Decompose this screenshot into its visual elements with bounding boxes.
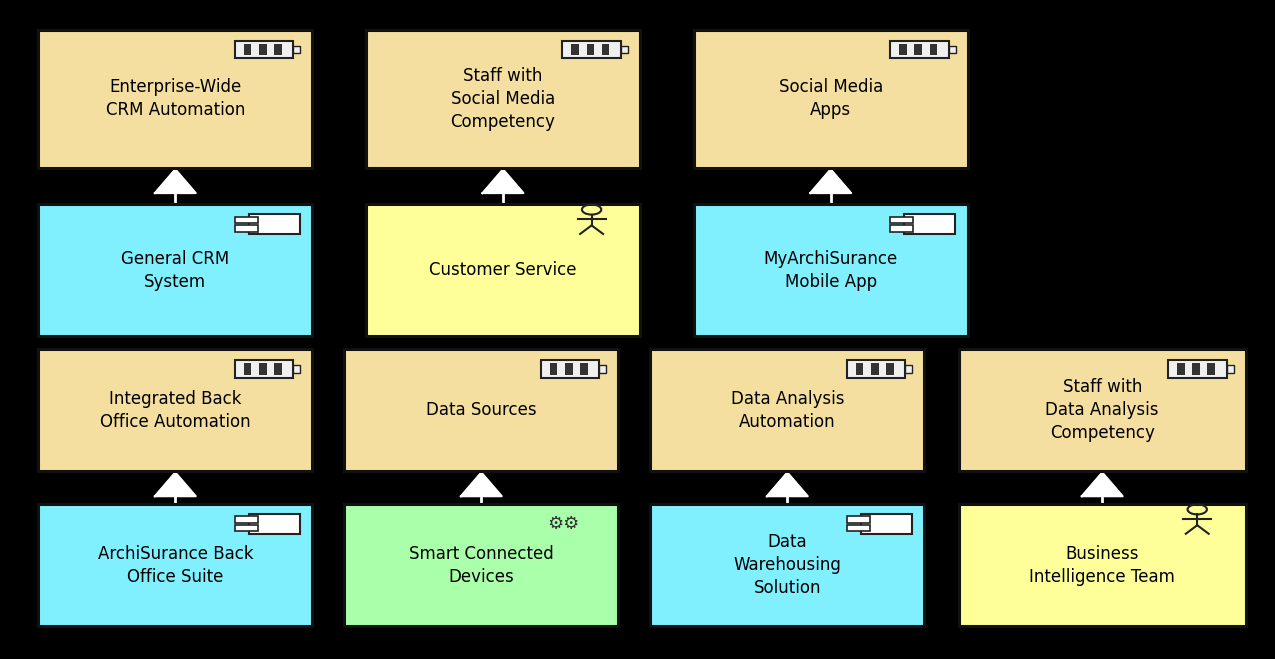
Bar (235, 517, 258, 523)
Text: Integrated Back
Office Automation: Integrated Back Office Automation (99, 389, 251, 431)
Polygon shape (156, 473, 196, 496)
Bar (1168, 360, 1227, 378)
Bar (235, 360, 293, 378)
Bar (293, 45, 301, 53)
Polygon shape (768, 473, 808, 496)
Bar (274, 364, 282, 374)
Bar (959, 504, 1246, 626)
Bar (562, 41, 621, 58)
Bar (890, 225, 913, 231)
Bar (244, 364, 251, 374)
Bar (621, 45, 629, 53)
Bar (890, 41, 949, 58)
Bar (565, 364, 572, 374)
Bar (249, 214, 300, 234)
Bar (949, 45, 956, 53)
Bar (847, 517, 870, 523)
Bar (244, 44, 251, 55)
Bar (274, 44, 282, 55)
Bar (293, 365, 301, 373)
Bar (871, 364, 878, 374)
Text: General CRM
System: General CRM System (121, 250, 230, 291)
Bar (694, 204, 968, 336)
Bar (899, 44, 907, 55)
Polygon shape (482, 169, 523, 193)
Bar (1227, 365, 1234, 373)
Text: Data Sources: Data Sources (426, 401, 537, 419)
Text: Smart Connected
Devices: Smart Connected Devices (409, 544, 553, 586)
Polygon shape (460, 473, 502, 496)
Bar (586, 44, 594, 55)
Bar (650, 504, 924, 626)
Text: Business
Intelligence Team: Business Intelligence Team (1029, 544, 1176, 586)
Bar (650, 349, 924, 471)
Bar (366, 30, 640, 168)
Bar (541, 360, 599, 378)
Bar (550, 364, 557, 374)
Bar (599, 365, 607, 373)
Bar (571, 44, 579, 55)
Bar (886, 364, 894, 374)
Polygon shape (1081, 473, 1122, 496)
Bar (847, 525, 870, 531)
Bar (366, 204, 640, 336)
Bar (914, 44, 922, 55)
Bar (38, 349, 312, 471)
Bar (235, 525, 258, 531)
Bar (847, 360, 905, 378)
Bar (1207, 364, 1215, 374)
Bar (929, 44, 937, 55)
Text: Customer Service: Customer Service (430, 261, 576, 279)
Bar (344, 349, 618, 471)
Text: Staff with
Social Media
Competency: Staff with Social Media Competency (450, 67, 556, 130)
Bar (904, 214, 955, 234)
Bar (344, 504, 618, 626)
Bar (249, 514, 300, 534)
Bar (259, 44, 266, 55)
Bar (856, 364, 863, 374)
Bar (905, 365, 913, 373)
Bar (38, 204, 312, 336)
Bar (235, 41, 293, 58)
Text: Staff with
Data Analysis
Competency: Staff with Data Analysis Competency (1046, 378, 1159, 442)
Text: Enterprise-Wide
CRM Automation: Enterprise-Wide CRM Automation (106, 78, 245, 119)
Text: ⚙⚙: ⚙⚙ (547, 515, 580, 533)
Text: MyArchiSurance
Mobile App: MyArchiSurance Mobile App (764, 250, 898, 291)
Text: ArchiSurance Back
Office Suite: ArchiSurance Back Office Suite (97, 544, 254, 586)
Polygon shape (811, 169, 852, 193)
Text: Data
Warehousing
Solution: Data Warehousing Solution (733, 533, 842, 597)
Bar (1177, 364, 1184, 374)
Bar (580, 364, 588, 374)
Bar (861, 514, 912, 534)
Bar (959, 349, 1246, 471)
Bar (235, 225, 258, 231)
Bar (38, 30, 312, 168)
Bar (694, 30, 968, 168)
Bar (235, 217, 258, 223)
Bar (259, 364, 266, 374)
Bar (1192, 364, 1200, 374)
Text: Data Analysis
Automation: Data Analysis Automation (731, 389, 844, 431)
Text: Social Media
Apps: Social Media Apps (779, 78, 882, 119)
Bar (890, 217, 913, 223)
Bar (602, 44, 609, 55)
Bar (38, 504, 312, 626)
Polygon shape (156, 169, 196, 193)
